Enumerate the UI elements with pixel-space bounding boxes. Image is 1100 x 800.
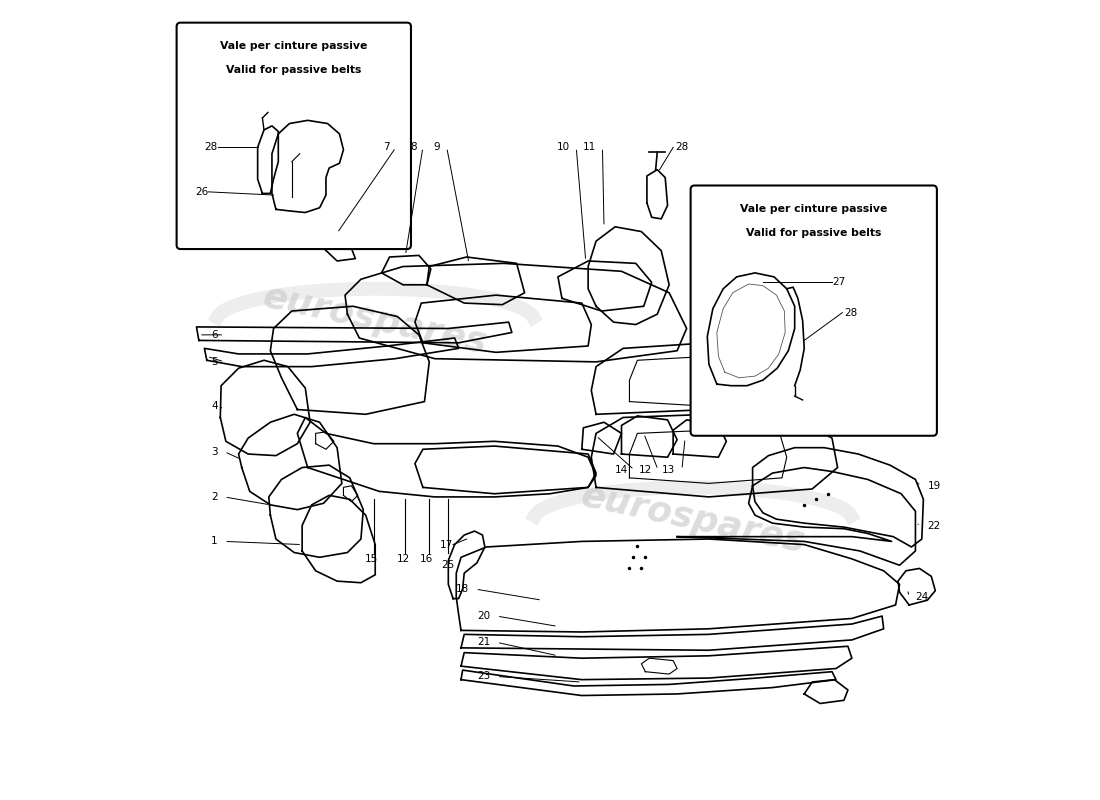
Text: 11: 11 <box>583 142 596 152</box>
Text: 1: 1 <box>211 537 218 546</box>
Text: 17: 17 <box>440 539 453 550</box>
Text: 28: 28 <box>675 142 689 152</box>
Text: 28: 28 <box>844 308 857 318</box>
Polygon shape <box>191 186 220 203</box>
Text: Vale per cinture passive: Vale per cinture passive <box>220 41 367 51</box>
Text: Valid for passive belts: Valid for passive belts <box>746 228 881 238</box>
Text: 21: 21 <box>477 638 491 647</box>
FancyBboxPatch shape <box>691 186 937 436</box>
Text: 10: 10 <box>557 142 570 152</box>
Text: 3: 3 <box>211 446 218 457</box>
Text: 18: 18 <box>455 584 469 594</box>
Text: 23: 23 <box>477 671 491 682</box>
Text: eurospares: eurospares <box>578 478 808 559</box>
Text: 24: 24 <box>915 592 928 602</box>
Text: 7: 7 <box>383 142 389 152</box>
Text: 25: 25 <box>442 560 455 570</box>
Text: 15: 15 <box>364 554 378 564</box>
Text: 13: 13 <box>662 465 675 475</box>
FancyBboxPatch shape <box>177 22 411 249</box>
Text: 28: 28 <box>205 142 218 152</box>
Text: 12: 12 <box>396 554 409 564</box>
Text: 4: 4 <box>211 402 218 411</box>
Text: 2: 2 <box>211 492 218 502</box>
Text: 22: 22 <box>927 521 940 530</box>
Text: 9: 9 <box>433 142 440 152</box>
Text: 26: 26 <box>195 187 208 197</box>
Text: 12: 12 <box>638 465 651 475</box>
Text: eurospares: eurospares <box>260 280 491 361</box>
Text: 6: 6 <box>211 330 218 340</box>
Text: 8: 8 <box>410 142 417 152</box>
Text: 20: 20 <box>477 611 491 621</box>
Text: 5: 5 <box>211 357 218 367</box>
Polygon shape <box>207 195 300 211</box>
Text: 27: 27 <box>832 278 845 287</box>
Text: Valid for passive belts: Valid for passive belts <box>227 65 362 74</box>
Text: Vale per cinture passive: Vale per cinture passive <box>740 204 888 214</box>
Text: 14: 14 <box>615 465 628 475</box>
Text: 16: 16 <box>420 554 433 564</box>
Text: 19: 19 <box>927 481 940 490</box>
